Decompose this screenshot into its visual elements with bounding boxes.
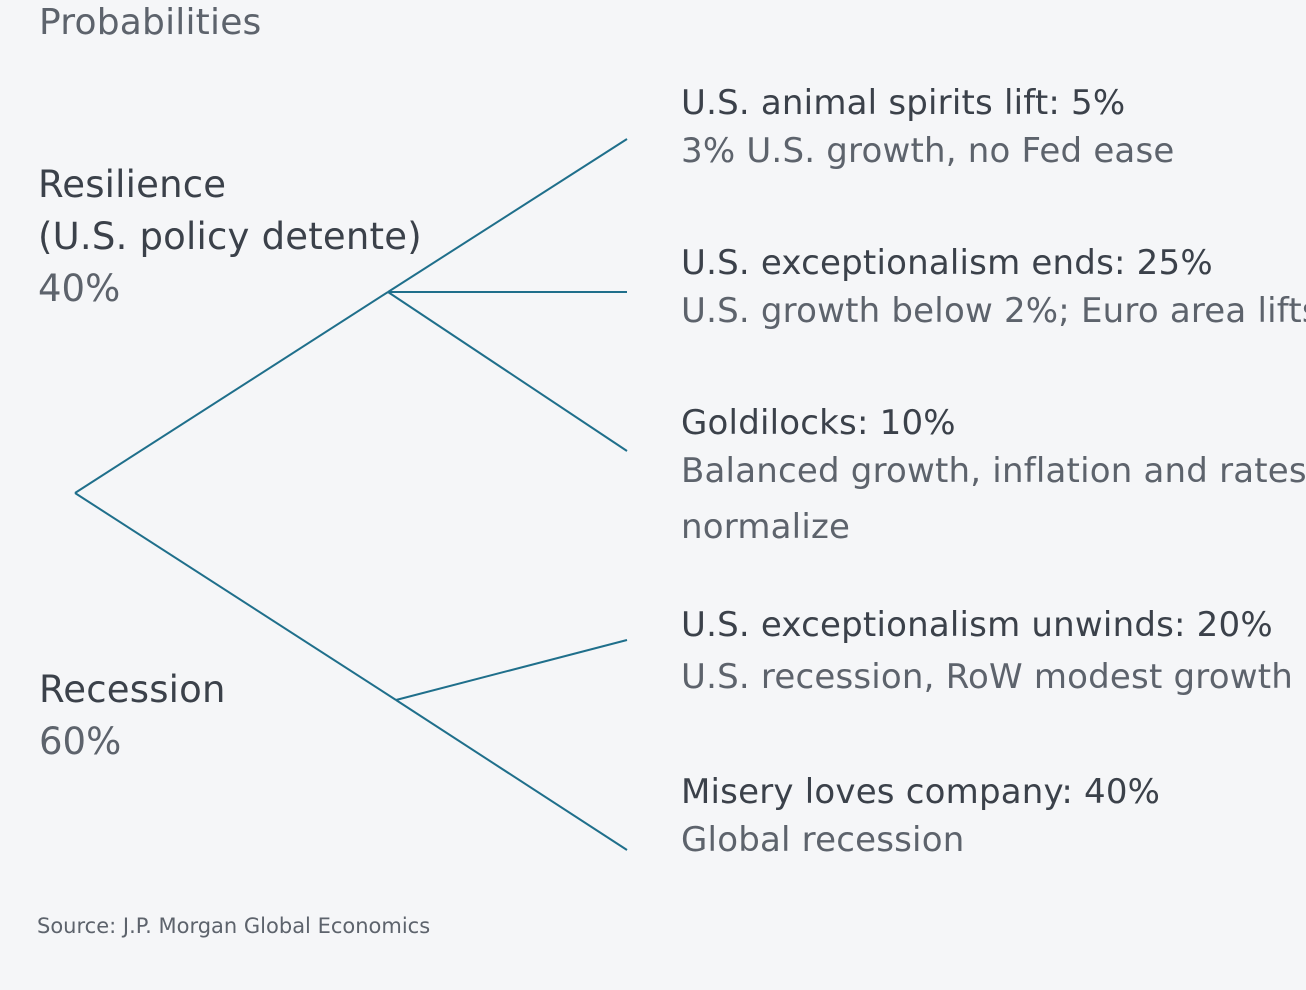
scenario-misery: Misery loves company: 40% Global recessi… xyxy=(681,772,1160,868)
scenario-animal-spirits: U.S. animal spirits lift: 5% 3% U.S. gro… xyxy=(681,83,1175,179)
scenario-title: U.S. exceptionalism unwinds: 20% xyxy=(681,605,1273,645)
scenario-description: U.S. recession, RoW modest growth xyxy=(681,657,1293,697)
chart-heading: Probabilities xyxy=(39,2,262,43)
scenario-exceptionalism-ends: U.S. exceptionalism ends: 25% U.S. growt… xyxy=(681,243,1306,339)
root-to-resilience-line xyxy=(74,291,389,494)
scenario-title: U.S. animal spirits lift: 5% xyxy=(681,83,1126,123)
scenario-title: Misery loves company: 40% xyxy=(681,772,1161,812)
scenario-title: Goldilocks: 10% xyxy=(681,403,956,443)
branch-title: Recession xyxy=(39,668,226,711)
scenario-description-line2: normalize xyxy=(681,507,851,547)
branch-title: Resilience xyxy=(38,163,227,206)
scenario-goldilocks: Goldilocks: 10% Balanced growth, inflati… xyxy=(681,403,1306,555)
recession-to-misery-line xyxy=(395,699,628,851)
scenario-description: Global recession xyxy=(681,820,965,860)
branch-probability: 60% xyxy=(39,720,122,763)
branch-probability: 40% xyxy=(38,267,121,310)
scenario-description: 3% U.S. growth, no Fed ease xyxy=(681,131,1175,171)
scenario-exceptionalism-unwinds: U.S. exceptionalism unwinds: 20% U.S. re… xyxy=(681,605,1293,705)
recession-to-exceptionalism-unwinds-line xyxy=(395,639,628,701)
scenario-description: U.S. growth below 2%; Euro area lifts xyxy=(681,291,1306,331)
resilience-to-goldilocks-line xyxy=(387,291,628,452)
branch-resilience: Resilience (U.S. policy detente) 40% xyxy=(38,159,422,315)
branch-subtitle: (U.S. policy detente) xyxy=(38,215,422,258)
root-to-recession-line xyxy=(74,492,397,701)
scenario-description: Balanced growth, inflation and rates xyxy=(681,451,1306,491)
branch-recession: Recession 60% xyxy=(39,664,226,768)
scenario-title: U.S. exceptionalism ends: 25% xyxy=(681,243,1213,283)
source-note: Source: J.P. Morgan Global Economics xyxy=(37,914,431,938)
resilience-to-animal-spirits-line xyxy=(387,138,628,293)
